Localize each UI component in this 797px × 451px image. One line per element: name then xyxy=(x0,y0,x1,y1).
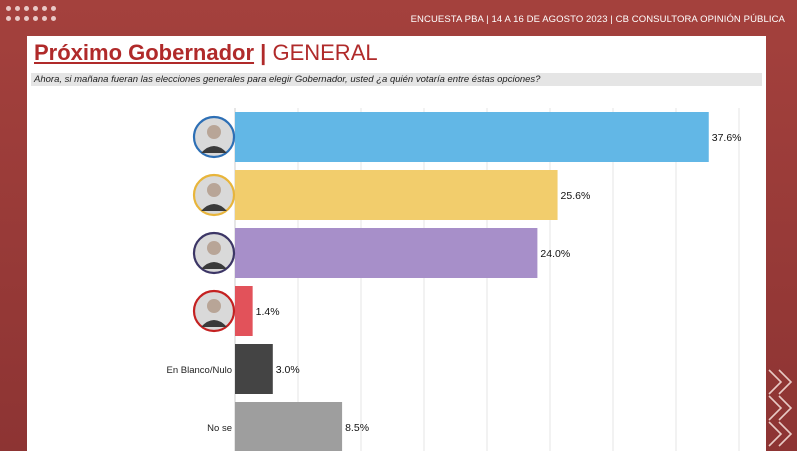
candidate-shoulders-icon xyxy=(201,262,227,269)
data-label: 37.6% xyxy=(712,132,742,144)
bar xyxy=(235,228,538,278)
survey-source: ENCUESTA PBA | 14 A 16 DE AGOSTO 2023 | … xyxy=(410,14,785,25)
decorative-dots xyxy=(2,2,62,24)
bar xyxy=(235,344,273,394)
title-sub: GENERAL xyxy=(272,40,378,65)
bar xyxy=(235,286,253,336)
category-label: En Blanco/Nulo xyxy=(167,365,232,376)
title-separator: | xyxy=(260,40,267,65)
candidate-shoulders-icon xyxy=(201,204,227,211)
data-label: 8.5% xyxy=(345,422,369,434)
candidate-head-icon xyxy=(207,299,221,313)
bar xyxy=(235,402,343,451)
data-label: 24.0% xyxy=(540,248,570,260)
category-label: No se xyxy=(207,423,232,434)
candidate-shoulders-icon xyxy=(201,146,227,153)
data-label: 1.4% xyxy=(256,306,280,318)
chevron-decoration-icon xyxy=(768,369,793,447)
candidate-head-icon xyxy=(207,241,221,255)
candidate-head-icon xyxy=(207,125,221,139)
bar-chart: 37.6% 25.6% 24.0% 1.4% 3.0% En Blanco/Nulo 8.5… xyxy=(167,108,742,451)
bar xyxy=(235,170,558,220)
page-title: Próximo Gobernador | GENERAL xyxy=(34,40,378,66)
chart-card: Próximo Gobernador | GENERAL Ahora, si m… xyxy=(27,36,766,451)
bar xyxy=(235,112,709,162)
candidate-head-icon xyxy=(207,183,221,197)
data-label: 3.0% xyxy=(276,364,300,376)
candidate-shoulders-icon xyxy=(201,320,227,327)
data-label: 25.6% xyxy=(561,190,591,202)
title-main: Próximo Gobernador xyxy=(34,40,255,65)
survey-question: Ahora, si mañana fueran las elecciones g… xyxy=(31,73,762,86)
